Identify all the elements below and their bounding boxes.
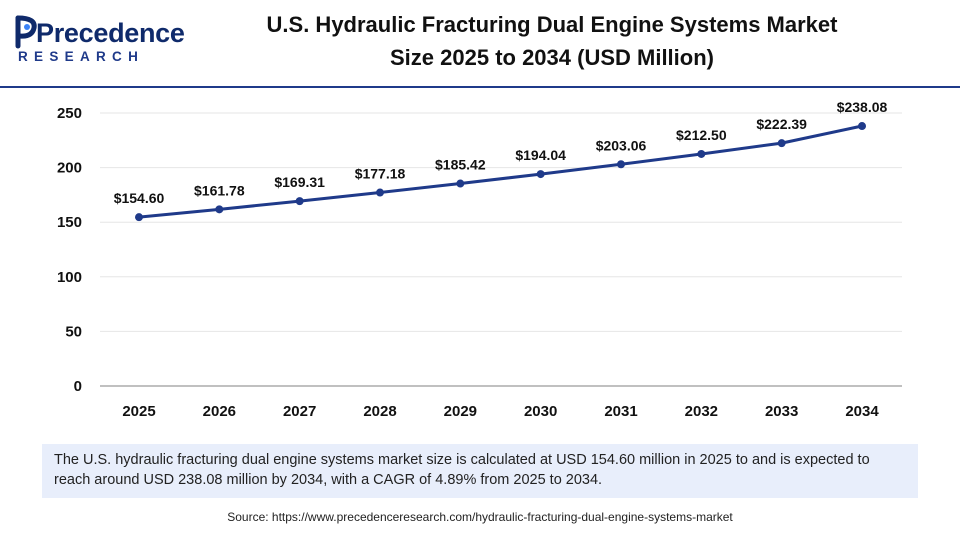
x-tick-label: 2026: [203, 403, 236, 420]
data-label: $238.08: [837, 99, 888, 115]
data-label: $154.60: [114, 190, 165, 206]
x-tick-label: 2025: [122, 403, 155, 420]
logo-subtitle: RESEARCH: [18, 49, 145, 64]
x-tick-label: 2032: [685, 403, 718, 420]
logo-wordmark: Precedence: [36, 18, 185, 48]
series-line: [137, 124, 864, 219]
data-point: [376, 188, 384, 197]
data-point: [295, 197, 304, 206]
data-label: $161.78: [194, 182, 245, 198]
data-point: [215, 205, 224, 214]
chart-title-line-1: U.S. Hydraulic Fracturing Dual Engine Sy…: [266, 12, 838, 37]
header: Precedence RESEARCH U.S. Hydraulic Fract…: [0, 0, 960, 86]
data-label: $169.31: [274, 174, 325, 190]
data-point: [456, 179, 465, 188]
data-point: [135, 213, 143, 222]
logo-mark-icon: [15, 15, 37, 49]
brand-logo: Precedence RESEARCH: [14, 12, 185, 72]
x-tick-label: 2033: [765, 403, 798, 420]
chart-title-line-2: Size 2025 to 2034 (USD Million): [390, 45, 714, 70]
line-chart: 0 50 100 150 200 250 2025 2026 2027 2028 2029 2030 2…: [57, 99, 902, 420]
description-text: The U.S. hydraulic fracturing dual engin…: [54, 452, 870, 488]
source-text: Source: https://www.precedenceresearch.c…: [227, 510, 733, 524]
y-tick-label: 250: [57, 105, 82, 122]
header-divider: [0, 86, 960, 88]
chart-title: U.S. Hydraulic Fracturing Dual Engine Sy…: [232, 8, 872, 74]
data-point: [777, 139, 786, 148]
data-point: [617, 160, 625, 169]
description-box: The U.S. hydraulic fracturing dual engin…: [42, 444, 918, 498]
x-tick-label: 2030: [524, 403, 557, 420]
y-tick-label: 150: [57, 214, 82, 231]
y-tick-label: 0: [74, 378, 82, 395]
y-tick-label: 50: [65, 323, 82, 340]
data-label: $212.50: [676, 127, 727, 143]
y-tick-label: 100: [57, 269, 82, 286]
data-label: $194.04: [515, 147, 566, 163]
x-tick-label: 2034: [845, 403, 879, 420]
data-label: $185.42: [435, 157, 486, 173]
y-tick-label: 200: [57, 160, 82, 177]
data-label: $177.18: [355, 166, 406, 182]
data-point: [536, 170, 545, 179]
x-tick-label: 2029: [444, 403, 477, 420]
data-label: $203.06: [596, 137, 647, 153]
data-point: [697, 149, 706, 158]
data-point: [858, 122, 866, 131]
x-tick-label: 2027: [283, 403, 316, 420]
x-tick-label: 2031: [604, 403, 637, 420]
x-tick-label: 2028: [363, 403, 396, 420]
data-label: $222.39: [756, 116, 807, 132]
